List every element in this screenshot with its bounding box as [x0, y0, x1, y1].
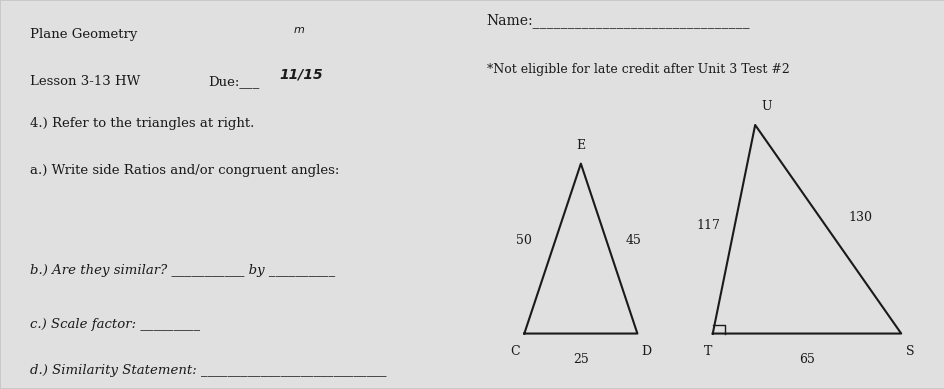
Text: 45: 45 — [626, 234, 641, 247]
Text: T: T — [703, 345, 712, 358]
Text: 4.) Refer to the triangles at right.: 4.) Refer to the triangles at right. — [29, 117, 254, 130]
Text: b.) Are they similar? ___________ by __________: b.) Are they similar? ___________ by ___… — [29, 264, 334, 277]
Text: 11/15: 11/15 — [279, 67, 323, 81]
Text: 50: 50 — [515, 234, 531, 247]
Text: a.) Write side Ratios and/or congruent angles:: a.) Write side Ratios and/or congruent a… — [29, 164, 339, 177]
Text: Name:_______________________________: Name:_______________________________ — [486, 13, 750, 28]
Text: m: m — [294, 25, 304, 35]
Text: 130: 130 — [848, 211, 872, 224]
Text: Due:___: Due:___ — [209, 75, 260, 88]
Text: Lesson 3-13 HW: Lesson 3-13 HW — [29, 75, 140, 88]
Text: 65: 65 — [799, 353, 814, 366]
Text: U: U — [761, 100, 771, 113]
Text: *Not eligible for late credit after Unit 3 Test #2: *Not eligible for late credit after Unit… — [486, 63, 788, 76]
Text: d.) Similarity Statement: ____________________________: d.) Similarity Statement: ______________… — [29, 364, 386, 377]
Text: c.) Scale factor: _________: c.) Scale factor: _________ — [29, 318, 199, 331]
Text: Plane Geometry: Plane Geometry — [29, 28, 137, 41]
Text: 117: 117 — [695, 219, 719, 232]
Text: S: S — [905, 345, 914, 358]
Text: 25: 25 — [572, 353, 588, 366]
Text: E: E — [576, 139, 584, 152]
Text: D: D — [641, 345, 651, 358]
Text: C: C — [510, 345, 519, 358]
